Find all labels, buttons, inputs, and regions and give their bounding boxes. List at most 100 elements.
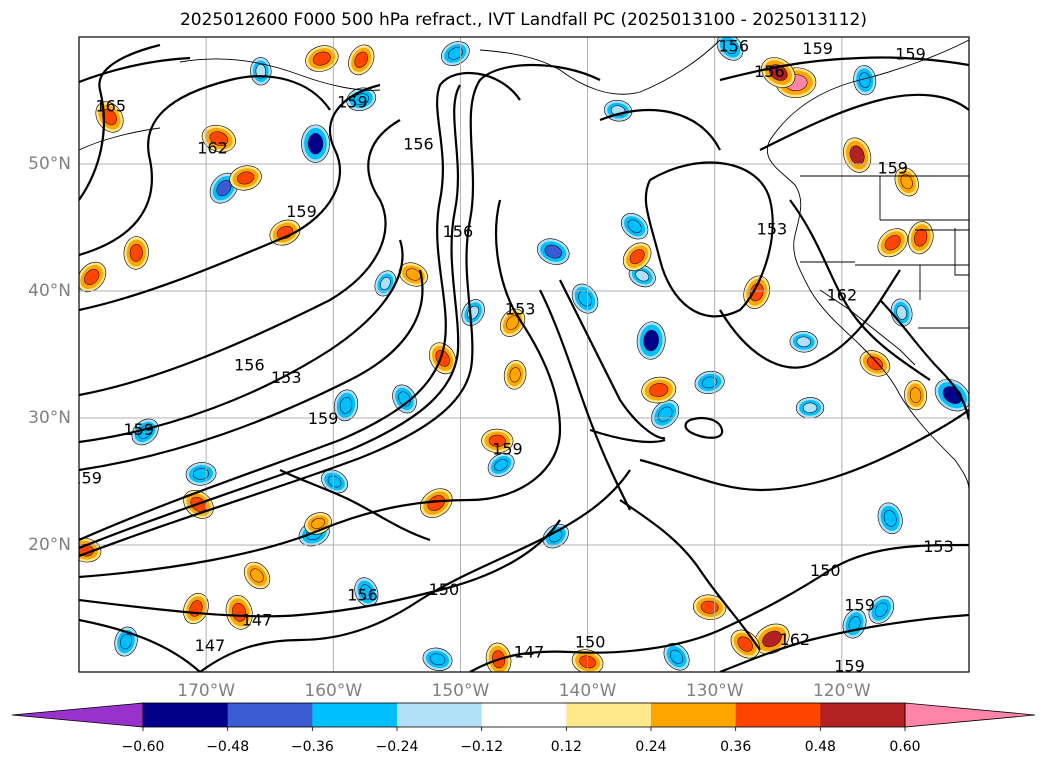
contour-line: [79, 199, 562, 579]
anomaly-cell-core: [884, 235, 901, 251]
anomaly-cell-core: [488, 434, 506, 447]
anomaly-cell-core: [193, 468, 210, 480]
contour-label: 156: [443, 222, 474, 241]
anomaly-cell-core: [312, 51, 331, 66]
contour-line: [79, 75, 331, 257]
anomaly-cell-core: [909, 387, 922, 403]
contour-label: 150: [429, 580, 460, 599]
contour-line: [79, 43, 161, 201]
contour-label: 153: [757, 220, 788, 239]
anomaly-cell-core: [914, 228, 928, 247]
contour-line: [79, 618, 201, 672]
gridlines: [79, 37, 969, 672]
colorbar-bin: [651, 703, 737, 727]
lat-tick-label: 20°N: [28, 535, 71, 555]
map-axes: 20°N 30°N 40°N 50°N 170°W 160°W 150°W 140°W 130°…: [28, 154, 871, 701]
lon-tick-label: 160°W: [304, 681, 362, 701]
contour-line: [719, 269, 901, 369]
anomaly-cell-core: [802, 402, 818, 414]
contour-label: 147: [242, 611, 273, 630]
lon-tick-label: 140°W: [559, 681, 617, 701]
contour-line: [589, 428, 666, 444]
colorbar-tick-label: 0.12: [551, 739, 582, 755]
contour-label: 159: [71, 468, 102, 487]
contour-line: [79, 84, 461, 550]
contour-label: 159: [492, 439, 523, 458]
coastline-borders: [79, 39, 969, 491]
contour-label: 150: [810, 561, 841, 580]
contour-label: 156: [234, 355, 265, 374]
contour-line: [79, 269, 424, 472]
anomaly-cell-core: [380, 276, 391, 290]
anomaly-cell-core: [874, 602, 888, 617]
refractivity-contours: [79, 43, 969, 672]
anomaly-cell-core: [353, 93, 369, 106]
contour-line: [759, 93, 969, 151]
contour-label: 153: [923, 537, 954, 556]
anomaly-cell-core: [866, 356, 883, 371]
anomaly-cell-core: [900, 174, 913, 190]
colorbar-bin: [312, 703, 398, 727]
contour-label: 159: [286, 202, 317, 221]
colorbar-tick-label: 0.60: [889, 739, 920, 755]
contour-line: [639, 409, 969, 492]
contour-line: [79, 83, 381, 312]
colorbar-tick-label: 0.24: [635, 739, 666, 755]
colorbar-extend-high: [904, 702, 1036, 728]
anomaly-cell-core: [494, 459, 508, 471]
lon-tick-label: 130°W: [686, 681, 744, 701]
contour-line: [469, 543, 969, 672]
colorbar-bin: [735, 703, 821, 727]
contour-line: [79, 239, 404, 444]
contour-line: [599, 108, 721, 151]
anomaly-cell-core: [509, 367, 521, 383]
contour-label: 156: [403, 134, 434, 153]
anomaly-cell-core: [255, 64, 266, 79]
anomaly-cell-core: [737, 636, 753, 652]
anomaly-cell-core: [405, 268, 421, 281]
contour-label: 162: [827, 286, 858, 305]
colorbar-tick-label: 0.48: [805, 739, 836, 755]
anomaly-cell-core: [84, 269, 100, 286]
coastline: [79, 127, 161, 151]
contour-label: 159: [308, 409, 339, 428]
anomaly-cell-core: [216, 180, 232, 197]
contour-label: 159: [895, 44, 926, 63]
chart-title: 2025012600 F000 500 hPa refract., IVT La…: [179, 10, 867, 30]
lat-tick-label: 40°N: [28, 281, 71, 301]
anomaly-cell-core: [360, 584, 373, 600]
anomaly-cell-core: [859, 72, 871, 88]
colorbar-tick-label: −0.24: [376, 739, 419, 755]
lon-tick-label: 120°W: [813, 681, 871, 701]
contour-label: 165: [96, 96, 127, 115]
anomaly-cell-core: [427, 495, 445, 511]
anomaly-cell-core: [327, 475, 342, 488]
anomaly-cell-core: [429, 653, 446, 666]
anomaly-cell-core: [649, 383, 669, 397]
coastline: [766, 39, 969, 491]
coastline: [479, 39, 721, 95]
contour-line: [79, 119, 401, 397]
contour-line: [559, 279, 666, 440]
anomaly-cell-core: [701, 376, 718, 389]
contour-line: [539, 289, 631, 511]
anomaly-cell-core: [578, 290, 592, 307]
colorbar-extend-low: [11, 702, 144, 728]
contour-label: 159: [834, 656, 865, 675]
anomaly-cell-core: [762, 630, 782, 648]
anomaly-cell-core: [311, 517, 325, 529]
contour-label: 147: [514, 642, 545, 661]
contour-line: [644, 161, 774, 318]
contour-line: [719, 613, 969, 672]
anomaly-cell-core: [129, 243, 143, 262]
colorbar-tick-label: 0.36: [720, 739, 751, 755]
contour-label: 153: [271, 368, 302, 387]
colorbar-tick-label: −0.12: [460, 739, 503, 755]
state-border: [800, 175, 969, 366]
contour-line: [619, 499, 761, 651]
colorbar-bin: [143, 703, 229, 727]
anomaly-cell-core: [250, 568, 264, 583]
lon-tick-label: 150°W: [432, 681, 490, 701]
colorbar-bin: [397, 703, 483, 727]
